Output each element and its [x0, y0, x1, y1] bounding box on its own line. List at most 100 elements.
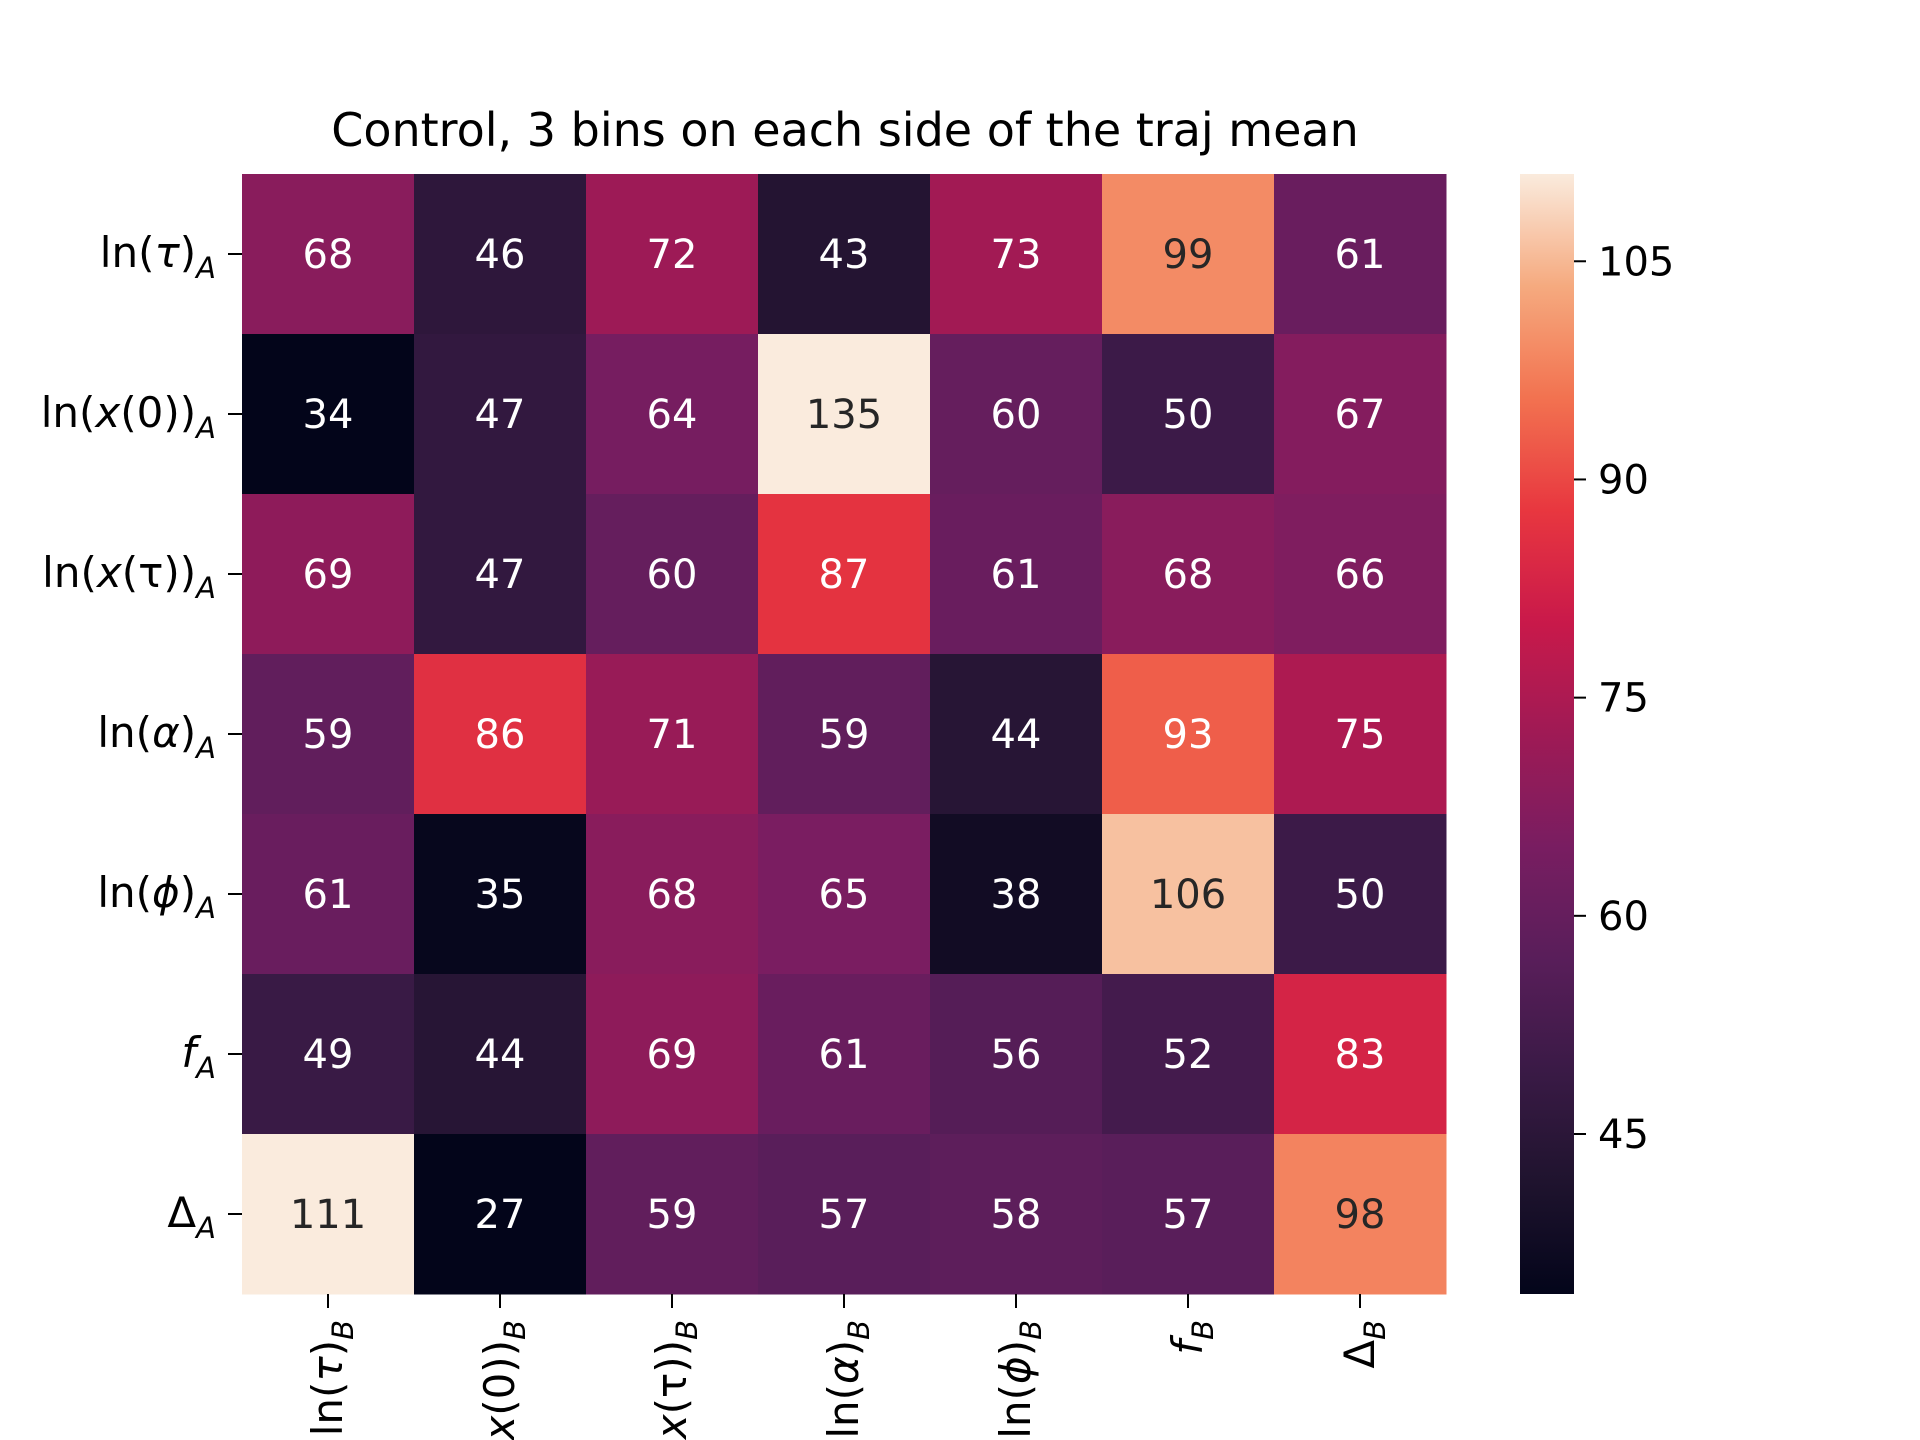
- y-axis: ln(τ)A ln(x(0))A ln(x(τ))A ln(α)A ln(ϕ)A fA ΔA: [41, 228, 242, 1245]
- heatmap-cell: [1274, 174, 1447, 335]
- cell-value-label: 57: [819, 1192, 870, 1238]
- heatmap-cell: [242, 334, 415, 495]
- cell-value-label: 52: [1163, 1032, 1214, 1078]
- heatmap-cell: [414, 814, 587, 975]
- heatmap-cell: [586, 654, 759, 815]
- heatmap-cell: [242, 1134, 415, 1295]
- heatmap-cell: [242, 174, 415, 335]
- colorbar-tick-label: 45: [1598, 1112, 1649, 1158]
- cell-value-label: 72: [647, 232, 698, 278]
- cell-value-label: 69: [647, 1032, 698, 1078]
- cell-value-label: 44: [475, 1032, 526, 1078]
- y-tick-label: ΔA: [167, 1188, 216, 1245]
- heatmap-cell: [1102, 334, 1275, 495]
- cell-value-label: 83: [1335, 1032, 1386, 1078]
- heatmap-cell: [242, 494, 415, 655]
- colorbar: 45 60 75 90 105: [1520, 174, 1674, 1294]
- cell-value-label: 68: [647, 872, 698, 918]
- cell-value-label: 46: [475, 232, 526, 278]
- heatmap-cell: [414, 174, 587, 335]
- heatmap-cell: [1102, 814, 1275, 975]
- x-tick-label: fB: [1163, 1320, 1220, 1355]
- cell-value-label: 43: [819, 232, 870, 278]
- cell-value-label: 49: [303, 1032, 354, 1078]
- colorbar-gradient: [1520, 174, 1574, 1294]
- colorbar-tick-label: 60: [1598, 894, 1649, 940]
- x-tick-label: ln(ϕ)B: [991, 1320, 1048, 1439]
- heatmap-cell: [930, 1134, 1103, 1295]
- heatmap-cell: [242, 654, 415, 815]
- cell-value-label: 68: [1163, 552, 1214, 598]
- heatmap-cell: [1102, 654, 1275, 815]
- heatmap-cell: [758, 174, 931, 335]
- x-tick-label: ΔB: [1335, 1320, 1392, 1369]
- cell-value-label: 71: [647, 712, 698, 758]
- heatmap-cell: [414, 654, 587, 815]
- cell-value-label: 27: [475, 1192, 526, 1238]
- cell-value-label: 106: [1150, 872, 1226, 918]
- heatmap-cell: [758, 494, 931, 655]
- cell-value-label: 47: [475, 552, 526, 598]
- cell-value-label: 61: [819, 1032, 870, 1078]
- heatmap-cell: [1102, 974, 1275, 1135]
- cell-value-label: 59: [647, 1192, 698, 1238]
- heatmap-cell: [414, 974, 587, 1135]
- colorbar-tick-label: 90: [1598, 457, 1649, 503]
- cell-value-label: 59: [819, 712, 870, 758]
- heatmap-cell: [930, 814, 1103, 975]
- colorbar-tick-label: 75: [1598, 676, 1649, 722]
- y-tick-label: ln(τ)A: [100, 228, 216, 285]
- cell-value-label: 86: [475, 712, 526, 758]
- chart-title: Control, 3 bins on each side of the traj…: [331, 103, 1359, 157]
- cell-value-label: 135: [806, 392, 882, 438]
- cell-value-label: 87: [819, 552, 870, 598]
- heatmap-cell: [930, 654, 1103, 815]
- y-tick-label: ln(α)A: [97, 708, 216, 765]
- cell-value-label: 99: [1163, 232, 1214, 278]
- y-tick-label: ln(x(τ))A: [42, 548, 216, 605]
- cell-value-label: 65: [819, 872, 870, 918]
- cell-value-label: 58: [991, 1192, 1042, 1238]
- heatmap-cell: [1102, 494, 1275, 655]
- heatmap-cell: [242, 814, 415, 975]
- x-tick-label: ln(α)B: [819, 1320, 876, 1439]
- heatmap-cell: [1274, 1134, 1447, 1295]
- cell-value-label: 61: [991, 552, 1042, 598]
- heatmap-cell: [1274, 654, 1447, 815]
- heatmap-cell: [930, 174, 1103, 335]
- cell-value-label: 59: [303, 712, 354, 758]
- cell-annotations: 68 46 72 43 73 99 61 34 47 64 135 60 50 67 69 47 60 87 61 6…: [290, 232, 1386, 1238]
- cell-value-label: 57: [1163, 1192, 1214, 1238]
- heatmap-cell: [242, 974, 415, 1135]
- x-tick-label: ln(x(τ))B: [647, 1320, 704, 1440]
- heatmap-cell: [586, 1134, 759, 1295]
- heatmap-cell: [586, 494, 759, 655]
- heatmap-cell: [930, 494, 1103, 655]
- heatmap-cell: [758, 1134, 931, 1295]
- y-tick-label: ln(ϕ)A: [97, 868, 216, 925]
- cell-value-label: 61: [1335, 232, 1386, 278]
- heatmap-cell: [414, 494, 587, 655]
- heatmap-cell: [586, 334, 759, 495]
- cell-value-label: 67: [1335, 392, 1386, 438]
- heatmap-cell: [1274, 334, 1447, 495]
- heatmap-cell: [1274, 494, 1447, 655]
- y-tick-label: fA: [181, 1028, 216, 1085]
- cell-value-label: 44: [991, 712, 1042, 758]
- heatmap-cell: [586, 814, 759, 975]
- cell-value-label: 60: [991, 392, 1042, 438]
- cell-value-label: 47: [475, 392, 526, 438]
- cell-value-label: 60: [647, 552, 698, 598]
- cell-value-label: 69: [303, 552, 354, 598]
- colorbar-tick-label: 105: [1598, 239, 1674, 285]
- heatmap-cell: [414, 334, 587, 495]
- y-tick-label: ln(x(0))A: [41, 388, 216, 445]
- cell-value-label: 34: [303, 392, 354, 438]
- heatmap-cells: [242, 174, 1447, 1295]
- x-tick-label: ln(x(0))B: [475, 1320, 532, 1440]
- x-tick-label: ln(τ)B: [303, 1320, 360, 1436]
- cell-value-label: 75: [1335, 712, 1386, 758]
- heatmap-cell: [930, 334, 1103, 495]
- cell-value-label: 61: [303, 872, 354, 918]
